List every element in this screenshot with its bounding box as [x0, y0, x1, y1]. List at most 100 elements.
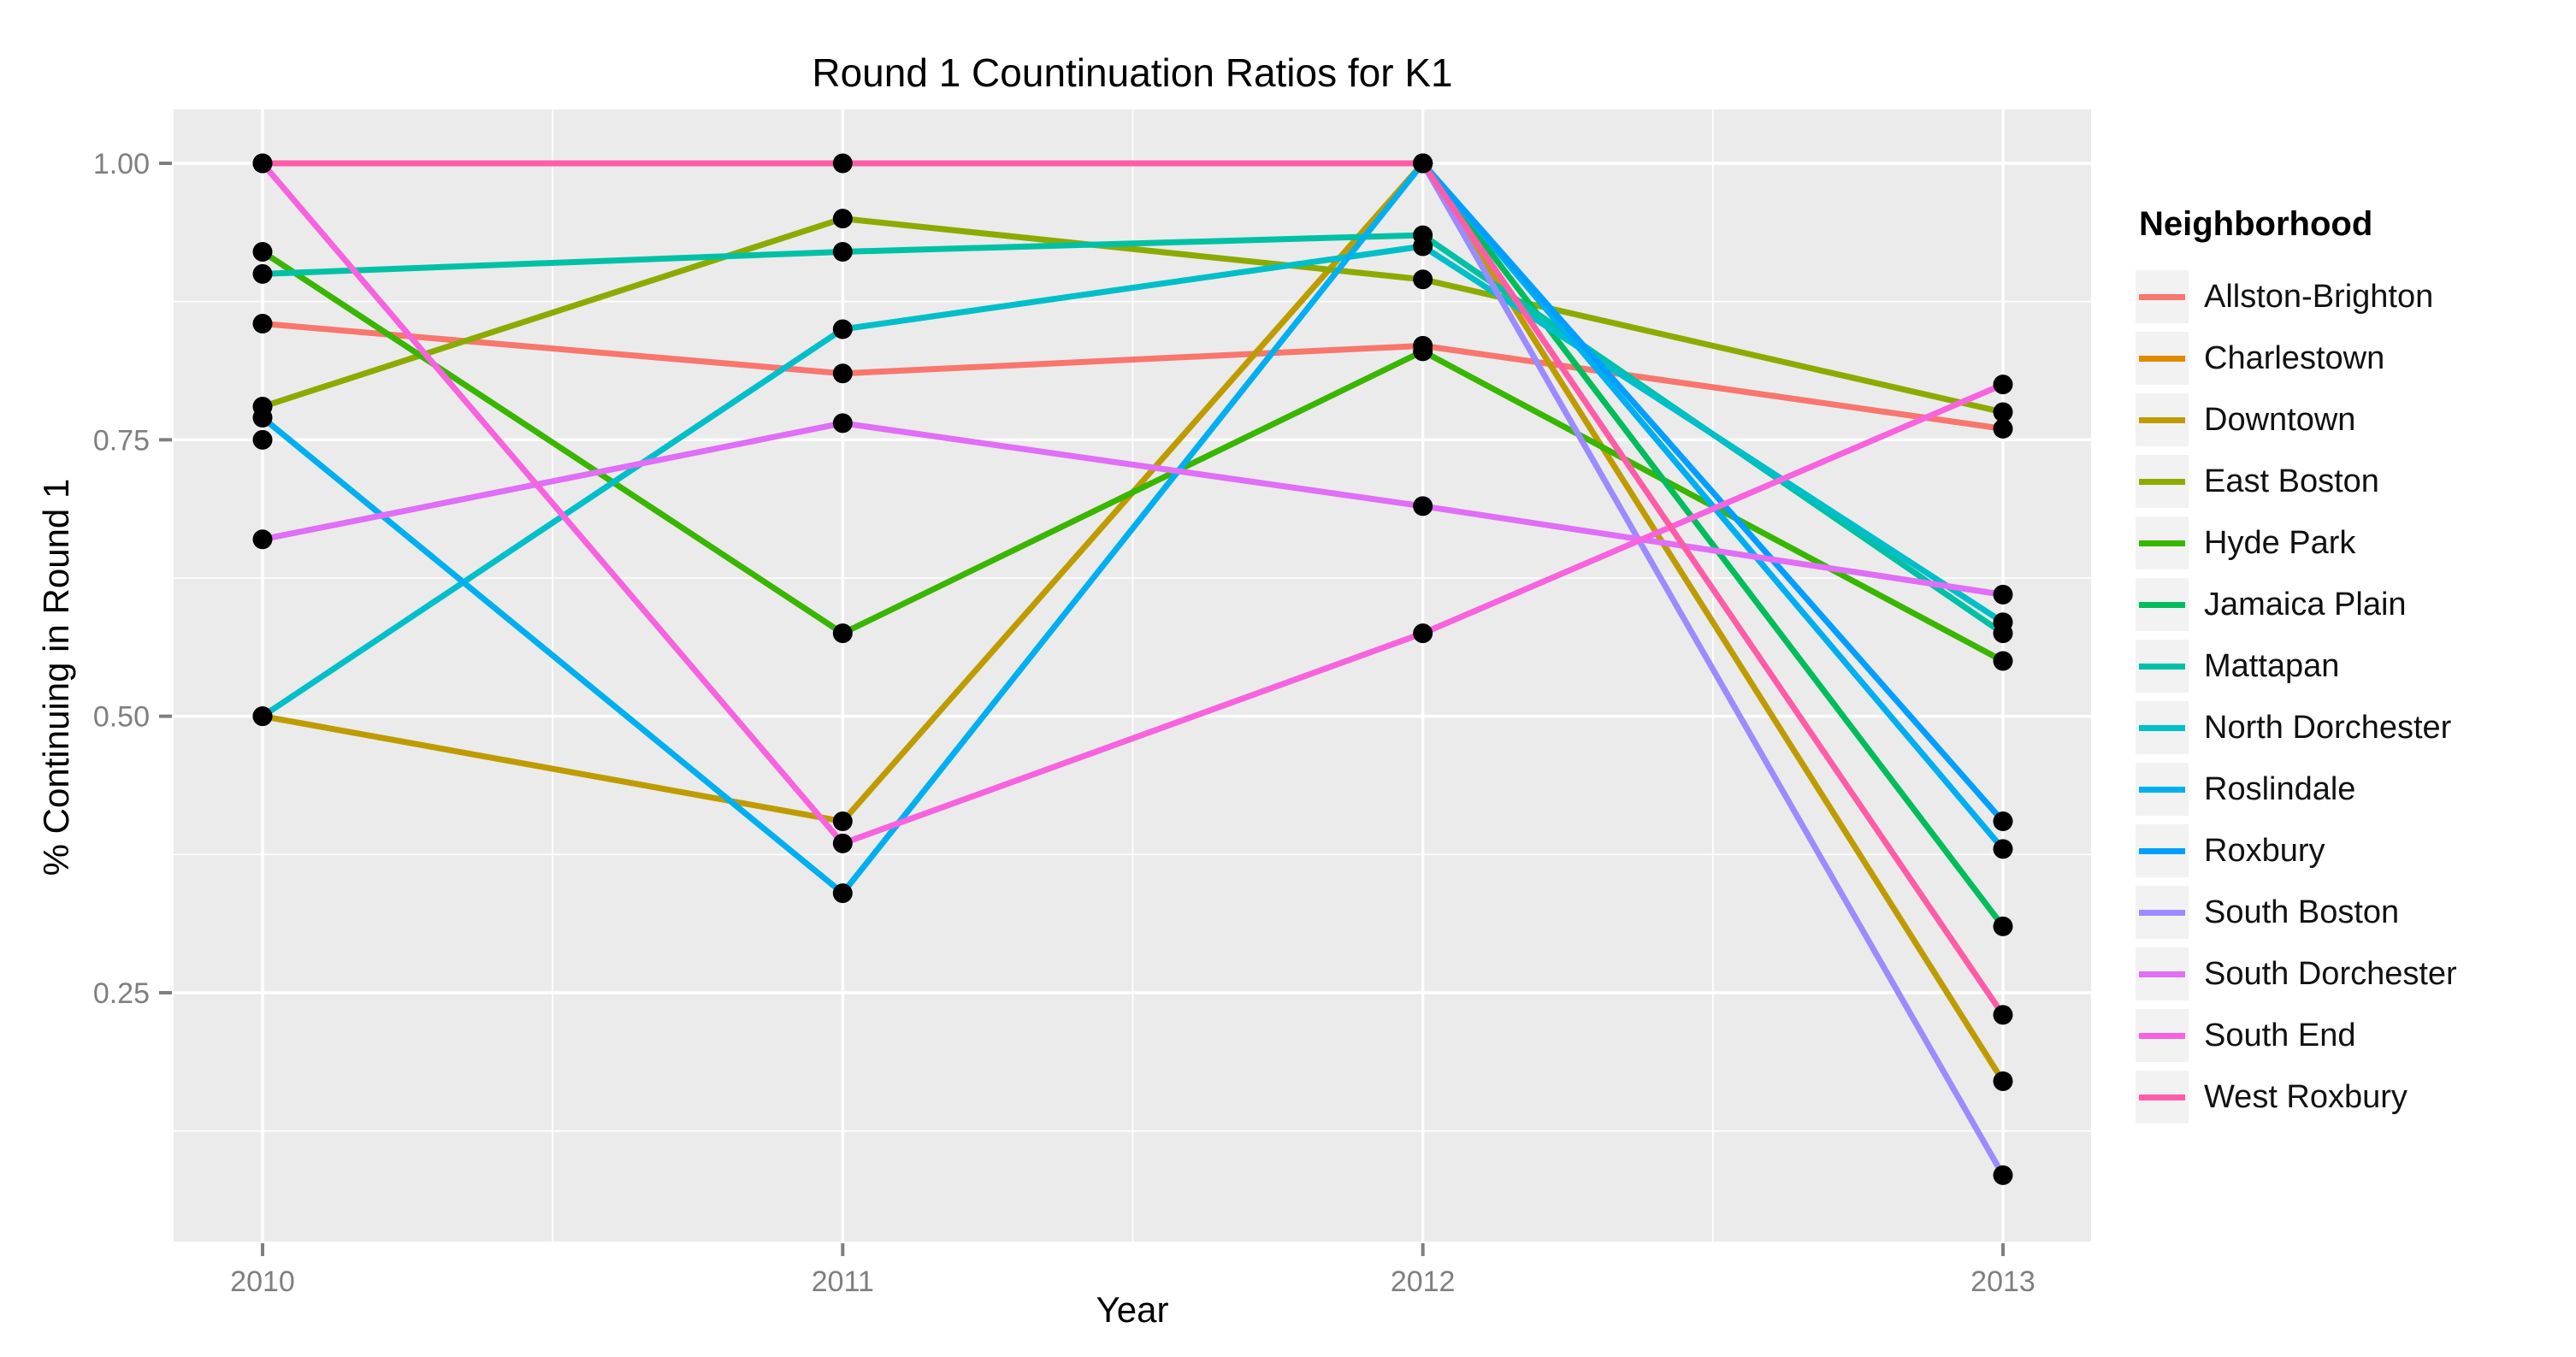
legend-line-icon [2139, 663, 2185, 670]
data-point-east-boston [1413, 269, 1433, 290]
data-point-hyde-park [1413, 341, 1433, 362]
data-point-roslindale [832, 883, 853, 904]
data-point-allston-brighton [832, 363, 853, 384]
x-tick-label: 2012 [1391, 1266, 1456, 1298]
data-point-north-dorchester [832, 319, 853, 339]
data-point-west-roxbury [1993, 1005, 2013, 1025]
legend-line-icon [2139, 724, 2185, 731]
legend-key-mattapan [2136, 640, 2189, 693]
legend-label-hyde-park: Hyde Park [2204, 524, 2356, 561]
series-line-jamaica-plain [1420, 161, 2006, 929]
legend-line-icon [2139, 847, 2185, 854]
legend-line-icon [2139, 1094, 2185, 1100]
legend-item-roxbury: Roxbury [2136, 820, 2457, 882]
legend-line-icon [2139, 971, 2185, 977]
legend-item-south-dorchester: South Dorchester [2136, 943, 2457, 1005]
legend-item-jamaica-plain: Jamaica Plain [2136, 574, 2457, 635]
legend-key-jamaica-plain [2136, 578, 2189, 631]
legend-label-roxbury: Roxbury [2204, 832, 2325, 869]
legend-line-icon [2139, 909, 2185, 916]
legend-label-south-end: South End [2204, 1017, 2356, 1053]
x-axis-title: Year [1096, 1289, 1169, 1330]
data-point-south-boston [1993, 1165, 2013, 1185]
legend-line-icon [2139, 786, 2185, 793]
legend-label-downtown: Downtown [2204, 401, 2356, 438]
legend-line-icon [2139, 601, 2185, 608]
legend-label-north-dorchester: North Dorchester [2204, 709, 2452, 746]
data-point-mattapan [252, 263, 273, 284]
data-point-west-roxbury [252, 153, 273, 174]
data-point-jamaica-plain [1993, 916, 2013, 936]
data-point-hyde-park [1993, 651, 2013, 671]
legend-key-south-dorchester [2136, 947, 2189, 1000]
data-point-south-dorchester [1413, 496, 1433, 516]
series-line-south-end [260, 161, 2005, 847]
legend-key-north-dorchester [2136, 701, 2189, 754]
legend-item-downtown: Downtown [2136, 389, 2457, 451]
legend-item-east-boston: East Boston [2136, 451, 2457, 512]
x-tick-label: 2011 [812, 1266, 874, 1298]
data-point-north-dorchester [1993, 612, 2013, 633]
legend-item-south-end: South End [2136, 1005, 2457, 1066]
legend-label-south-boston: South Boston [2204, 894, 2400, 930]
series-line-south-boston [1420, 162, 2006, 1177]
data-point-south-dorchester [832, 413, 853, 434]
legend-line-icon [2139, 540, 2185, 546]
legend-key-downtown [2136, 393, 2189, 446]
legend-key-south-boston [2136, 886, 2189, 939]
data-point-south-end [832, 833, 853, 853]
y-tick-label: 0.75 [93, 424, 150, 457]
legend-item-west-roxbury: West Roxbury [2136, 1066, 2457, 1128]
y-tick-label: 1.00 [93, 148, 150, 180]
series-line-east-boston [261, 215, 2004, 416]
series-line-north-dorchester [261, 243, 2005, 719]
legend-key-east-boston [2136, 455, 2189, 508]
legend-line-icon [2139, 1032, 2185, 1039]
legend-item-hyde-park: Hyde Park [2136, 512, 2457, 574]
series-line-west-roxbury [263, 160, 2006, 1017]
legend-line-icon [2139, 416, 2185, 423]
legend-key-roxbury [2136, 824, 2189, 877]
y-axis-title: % Continuing in Round 1 [36, 478, 76, 876]
legend-label-mattapan: Mattapan [2204, 647, 2340, 684]
data-point-south-dorchester [1993, 584, 2013, 605]
data-point-charlestown [252, 429, 273, 450]
legend-item-north-dorchester: North Dorchester [2136, 697, 2457, 758]
data-point-mattapan [832, 241, 853, 262]
legend-key-charlestown [2136, 332, 2189, 385]
legend-line-icon [2139, 293, 2185, 300]
legend-item-charlestown: Charlestown [2136, 327, 2457, 389]
legend-item-roslindale: Roslindale [2136, 758, 2457, 820]
series-line-south-dorchester [262, 420, 2004, 598]
data-point-west-roxbury [1413, 153, 1433, 174]
data-point-downtown [832, 811, 853, 832]
data-point-south-end [1993, 375, 2013, 395]
data-point-hyde-park [252, 241, 273, 262]
data-point-roslindale [252, 407, 273, 428]
data-point-roxbury [1993, 811, 2013, 832]
legend-label-west-roxbury: West Roxbury [2204, 1078, 2408, 1115]
y-tick-label: 0.50 [93, 701, 150, 734]
data-point-roslindale [1993, 839, 2013, 859]
legend-key-hyde-park [2136, 516, 2189, 569]
legend-item-mattapan: Mattapan [2136, 635, 2457, 697]
series-line-allston-brighton [262, 321, 2004, 432]
data-point-west-roxbury [832, 153, 853, 174]
legend-item-allston-brighton: Allston-Brighton [2136, 266, 2457, 327]
legend-label-roslindale: Roslindale [2204, 770, 2356, 807]
chart-title: Round 1 Countinuation Ratios for K1 [812, 50, 1453, 95]
legend-key-west-roxbury [2136, 1071, 2189, 1124]
data-point-east-boston [1993, 402, 2013, 422]
y-tick-label: 0.25 [93, 977, 150, 1010]
legend-line-icon [2139, 355, 2185, 362]
legend-items: Allston-Brighton Charlestown Downtown East … [2136, 266, 2457, 1128]
data-point-north-dorchester [252, 706, 273, 727]
data-point-hyde-park [832, 623, 853, 644]
legend-label-allston-brighton: Allston-Brighton [2204, 278, 2434, 315]
legend-item-south-boston: South Boston [2136, 882, 2457, 943]
series-line-roxbury [1421, 161, 2006, 823]
data-point-south-dorchester [252, 529, 273, 550]
legend: Neighborhood Allston-Brighton Charlestown… [2136, 205, 2457, 1128]
